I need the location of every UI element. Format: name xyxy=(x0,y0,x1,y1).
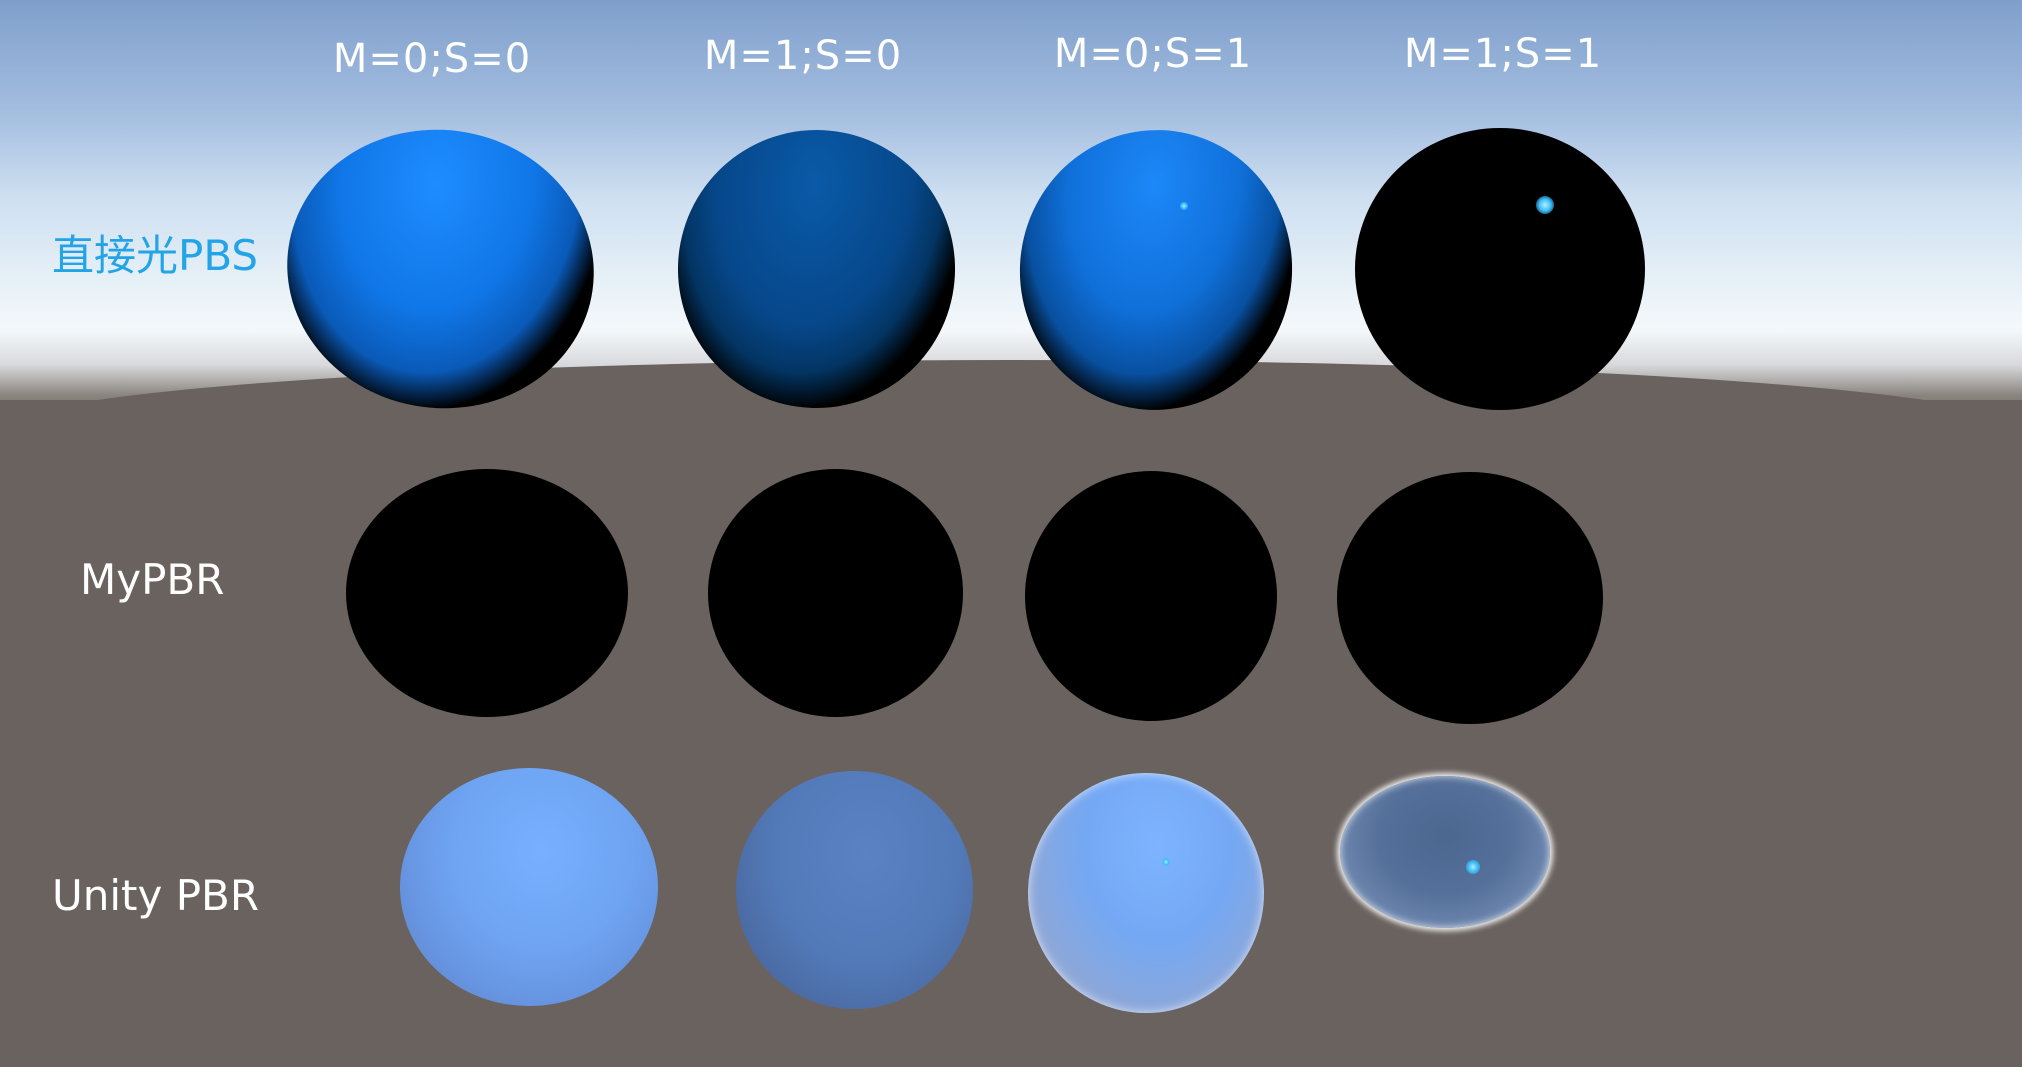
column-label: M=0;S=0 xyxy=(332,36,532,82)
column-label: M=1;S=1 xyxy=(1403,31,1603,77)
row-label-unity-pbr: Unity PBR xyxy=(52,871,260,920)
specular-glint xyxy=(1536,196,1554,214)
sphere-unity-m1-s1 xyxy=(1340,776,1550,928)
sphere-mypbr-m1-s1 xyxy=(1337,472,1603,724)
sphere-mypbr-m0-s0 xyxy=(346,469,628,717)
sphere-unity-m0-s0 xyxy=(400,768,658,1006)
sphere-unity-m0-s1 xyxy=(1028,773,1264,1013)
row-label-mypbr: MyPBR xyxy=(80,555,225,604)
sphere-mypbr-m1-s0 xyxy=(708,469,963,717)
row-label-direct-pbs: 直接光PBS xyxy=(52,231,259,280)
sphere-direct-m1-s1 xyxy=(1355,128,1645,410)
column-label: M=1;S=0 xyxy=(703,33,903,79)
specular-glint xyxy=(1466,860,1480,874)
sphere-mypbr-m0-s1 xyxy=(1025,471,1277,721)
column-label: M=0;S=1 xyxy=(1053,31,1253,77)
specular-glint xyxy=(1162,858,1170,866)
ground-horizon xyxy=(0,360,2022,1067)
sphere-unity-m1-s0 xyxy=(736,771,973,1009)
specular-glint xyxy=(1180,202,1188,210)
